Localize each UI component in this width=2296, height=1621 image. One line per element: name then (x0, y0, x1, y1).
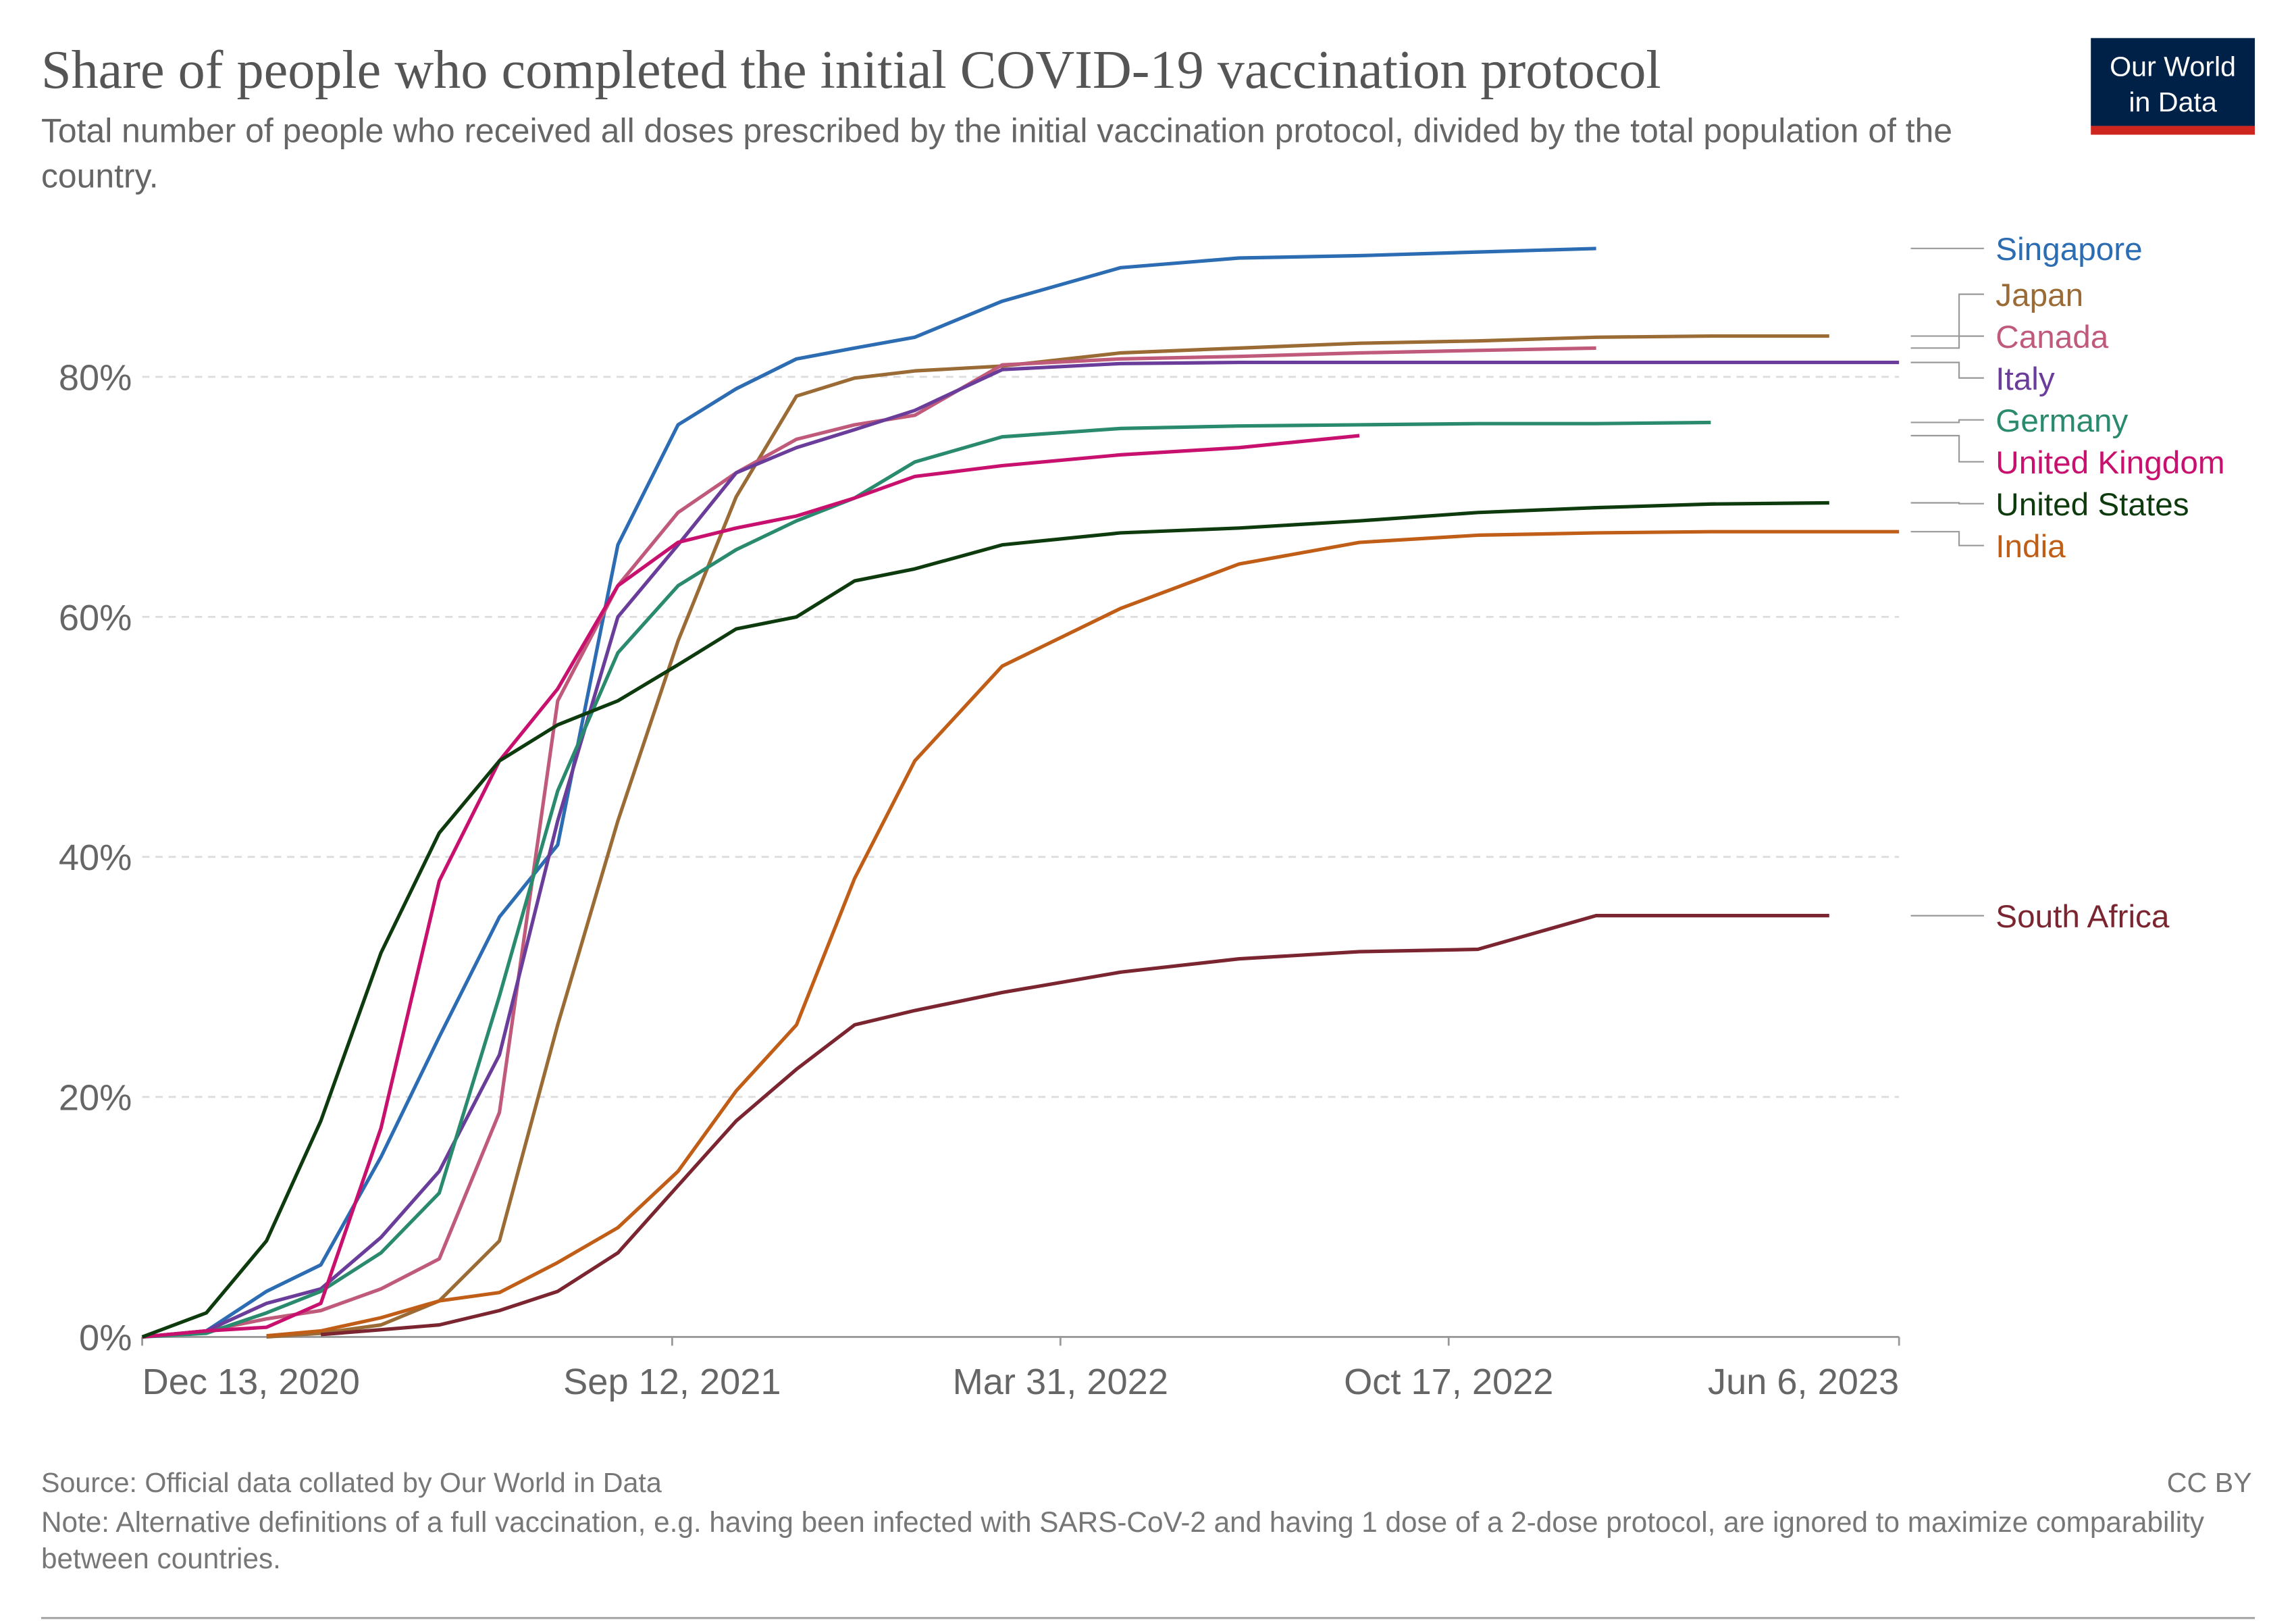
series-line (205, 247, 1596, 1333)
legend-label: Japan (1995, 278, 2083, 313)
legend-connector (1910, 335, 1984, 349)
y-tick-label: 20% (59, 1078, 132, 1118)
logo-background (2091, 38, 2255, 126)
legend-connector (1910, 502, 1984, 505)
note: Note: Alternative definitions of a full … (41, 1506, 2205, 1576)
series-line (142, 434, 1360, 1339)
legend-connector (1910, 361, 1984, 379)
series-line (142, 420, 1711, 1339)
legend-label: India (1995, 529, 2066, 565)
series-line (142, 360, 1900, 1339)
x-tick-label: Jun 6, 2023 (1708, 1362, 1899, 1402)
legend-label: Singapore (1995, 232, 2142, 267)
x-tick-label: Sep 12, 2021 (563, 1362, 781, 1402)
chart-title: Share of people who completed the initia… (41, 41, 1661, 100)
series-line (141, 500, 1829, 1339)
legend-label: South Africa (1995, 899, 2170, 935)
chart-subtitle: Total number of people who received all … (41, 111, 1953, 195)
legend-connector (1910, 419, 1984, 423)
logo-text: in Data (2129, 86, 2217, 118)
y-tick-label: 0% (79, 1318, 132, 1358)
series-line (320, 914, 1829, 1337)
logo-text: Our World (2110, 51, 2236, 82)
legend-label: Germany (1995, 403, 2128, 439)
x-tick-label: Mar 31, 2022 (953, 1362, 1168, 1402)
plot-area: 0% 20% 40% 60% 80% Dec 13, 2020 Sep 12, 2021 Ma… (59, 232, 2225, 1402)
legend-label: Canada (1995, 319, 2109, 355)
license: CC BY (2167, 1467, 2252, 1498)
legend-label: Italy (1995, 361, 2055, 397)
subtitle-box: Total number of people who received all … (41, 111, 1953, 195)
series-line (266, 334, 1829, 1339)
source: Source: Official data collated by Our Wo… (41, 1467, 662, 1498)
legend-connector (1910, 293, 1984, 337)
legend-connector (1910, 434, 1984, 463)
y-tick-label: 40% (59, 838, 132, 878)
y-tick-label: 60% (59, 598, 132, 638)
logo-stripe (2091, 126, 2255, 135)
y-tick-label: 80% (59, 357, 132, 398)
series-line (266, 530, 1900, 1338)
legend-label: United Kingdom (1995, 445, 2224, 481)
x-tick-label: Oct 17, 2022 (1344, 1362, 1553, 1402)
note-box: Note: Alternative definitions of a full … (41, 1506, 2205, 1576)
x-tick-label: Dec 13, 2020 (142, 1362, 360, 1402)
legend-connector (1910, 531, 1984, 546)
logo: Our World in Data (2091, 38, 2255, 135)
legend-label: United States (1995, 487, 2189, 523)
series-line (142, 346, 1596, 1339)
